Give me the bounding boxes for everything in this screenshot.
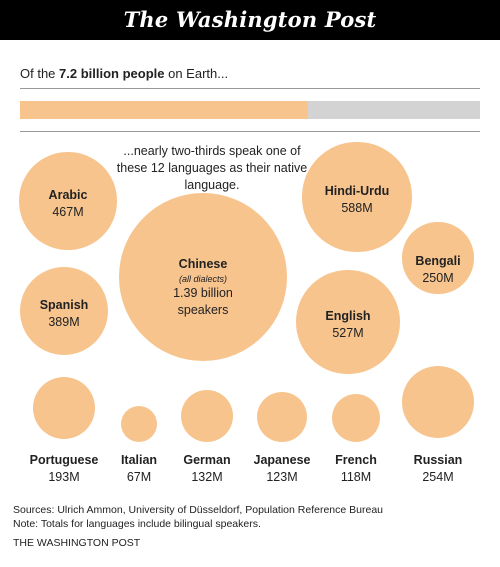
intro-prefix: Of the bbox=[20, 66, 60, 81]
speaker-count: 123M bbox=[266, 470, 298, 484]
label-arabic: Arabic 467M bbox=[8, 187, 128, 221]
speaker-count: 389M bbox=[48, 315, 80, 329]
language-name: Spanish bbox=[39, 298, 89, 312]
label-bengali: Bengali 250M bbox=[378, 253, 498, 287]
speaker-count: 67M bbox=[126, 470, 152, 484]
intro-suffix: on Earth... bbox=[164, 66, 229, 81]
language-name: Russian bbox=[413, 453, 463, 467]
footer-notes: Sources: Ulrich Ammon, University of Düs… bbox=[13, 503, 383, 531]
language-name: Hindi-Urdu bbox=[324, 184, 390, 198]
bubble-english bbox=[296, 270, 400, 374]
label-chinese: Chinese (all dialects) 1.39 billion speake… bbox=[143, 256, 263, 319]
bubble-hindi-urdu bbox=[302, 142, 412, 252]
language-name: English bbox=[325, 309, 371, 323]
population-share-bar bbox=[20, 101, 480, 119]
label-german: German 132M bbox=[147, 452, 267, 486]
label-french: French 118M bbox=[296, 452, 416, 486]
bubble-german bbox=[181, 390, 233, 442]
label-english: English 527M bbox=[288, 308, 408, 342]
speaker-count: 250M bbox=[422, 271, 454, 285]
bubble-arabic bbox=[19, 152, 117, 250]
bubble-bengali bbox=[402, 222, 474, 294]
label-russian: Russian 254M bbox=[378, 452, 498, 486]
label-portuguese: Portuguese 193M bbox=[4, 452, 124, 486]
caption-text: ...nearly two-thirds speak one of these … bbox=[116, 144, 308, 192]
language-name: Italian bbox=[120, 453, 158, 467]
intro-highlight: 7.2 billion people bbox=[59, 66, 165, 81]
sources-text: Sources: Ulrich Ammon, University of Düs… bbox=[13, 504, 384, 516]
bubble-japanese bbox=[257, 392, 307, 442]
speaker-count: 1.39 billion speakers bbox=[173, 286, 233, 317]
top-divider bbox=[20, 88, 480, 89]
language-name: French bbox=[335, 453, 377, 467]
language-name: Japanese bbox=[253, 453, 311, 467]
language-note: (all dialects) bbox=[178, 274, 227, 284]
population-share-fill bbox=[20, 101, 308, 119]
masthead-logo: The Washington Post bbox=[0, 0, 500, 40]
bubble-chinese bbox=[119, 193, 287, 361]
bubble-portuguese bbox=[32, 376, 96, 440]
bubble-russian bbox=[402, 366, 474, 438]
speaker-count: 467M bbox=[52, 205, 84, 219]
language-name: Arabic bbox=[48, 188, 88, 202]
label-spanish: Spanish 389M bbox=[4, 297, 124, 331]
language-name: German bbox=[183, 453, 231, 467]
intro-text: Of the 7.2 billion people on Earth... bbox=[20, 66, 228, 81]
speaker-count: 118M bbox=[340, 470, 372, 484]
speaker-count: 588M bbox=[341, 201, 373, 215]
language-name: Portuguese bbox=[29, 453, 99, 467]
note-text: Note: Totals for languages include bilin… bbox=[13, 518, 261, 530]
footer-brand: THE WASHINGTON POST bbox=[13, 537, 141, 549]
label-japanese: Japanese 123M bbox=[222, 452, 342, 486]
bar-divider bbox=[20, 131, 480, 132]
label-italian: Italian 67M bbox=[79, 452, 199, 486]
speaker-count: 527M bbox=[332, 326, 364, 340]
label-hindi-urdu: Hindi-Urdu 588M bbox=[297, 183, 417, 217]
bubble-french bbox=[331, 393, 381, 443]
language-name: Bengali bbox=[415, 254, 461, 268]
speaker-count: 132M bbox=[191, 470, 223, 484]
bubble-italian bbox=[120, 405, 158, 443]
speaker-count: 254M bbox=[422, 470, 454, 484]
language-name: Chinese bbox=[178, 257, 228, 271]
bubble-spanish bbox=[19, 266, 109, 356]
speaker-count: 193M bbox=[48, 470, 80, 484]
